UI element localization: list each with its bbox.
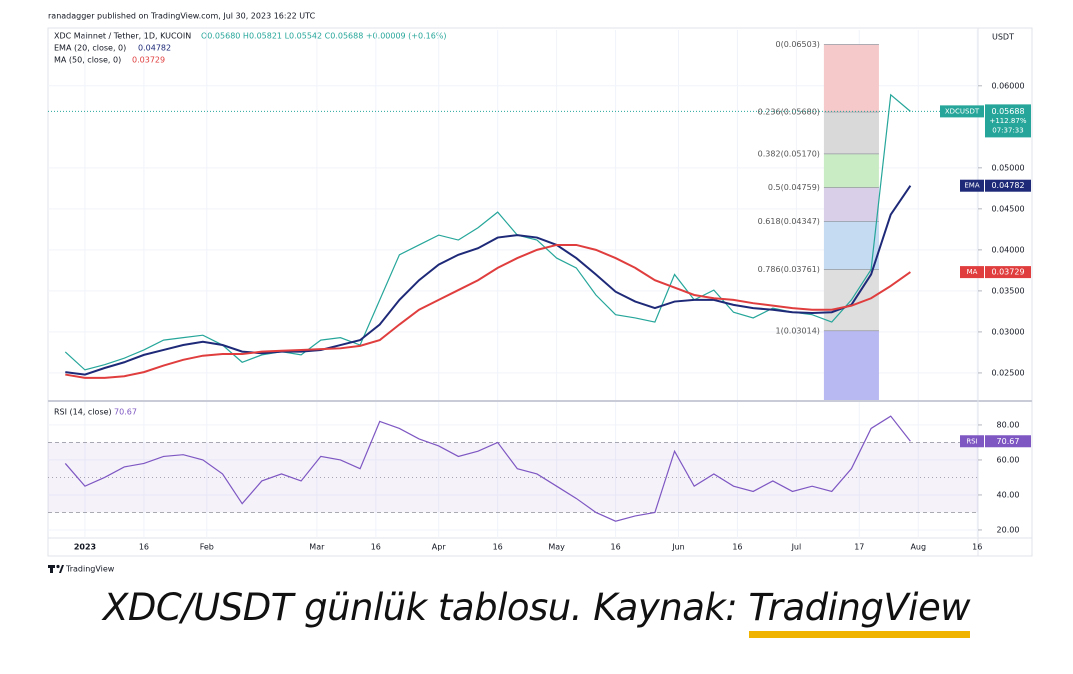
y-tick-label: 0.04500 <box>991 204 1024 213</box>
caption: XDC/USDT günlük tablosu. Kaynak: Trading… <box>0 586 1073 638</box>
tag-countdown: 07:37:33 <box>992 126 1023 134</box>
x-tick-label: Feb <box>200 543 214 552</box>
tag-box <box>985 266 1031 279</box>
fib-band <box>823 112 879 154</box>
series-line <box>65 243 911 379</box>
x-tick-label: 16 <box>610 543 620 552</box>
y-tick-label: 0.03000 <box>991 327 1024 336</box>
x-tick-label: Aug <box>910 543 926 552</box>
x-tick-label: 16 <box>139 543 149 552</box>
fib-band <box>823 153 879 188</box>
legend-value: 0.04782 <box>138 44 171 53</box>
logo-mark <box>56 564 60 569</box>
legend-value: 70.67 <box>114 408 137 417</box>
x-tick-label: 16 <box>732 543 742 552</box>
x-tick-label: 16 <box>972 543 982 552</box>
fib-label: 1(0.03014) <box>775 326 819 335</box>
ohlc: O0.05680 H0.05821 L0.05542 C0.05688 +0.0… <box>201 32 447 41</box>
fib-label: 0(0.06503) <box>775 40 819 49</box>
legend-name: EMA (20, close, 0) <box>54 44 126 53</box>
x-tick-label: 2023 <box>74 543 96 552</box>
x-tick-label: Jul <box>791 543 802 552</box>
y-tick-label: 20.00 <box>997 525 1020 534</box>
caption-text: XDC/USDT günlük tablosu. Kaynak: <box>103 586 749 629</box>
frame <box>47 27 1033 557</box>
logo-text: TradingView <box>65 565 115 574</box>
fib-label: 0.786(0.03761) <box>758 265 820 274</box>
x-tick-label: Jun <box>671 543 685 552</box>
fib-band <box>823 221 879 270</box>
tag-box <box>960 266 984 279</box>
tag-value: 0.04782 <box>991 181 1024 190</box>
tag-box <box>960 435 984 448</box>
x-tick-label: 16 <box>493 543 503 552</box>
rsi-title: RSI (14, close) <box>54 408 112 417</box>
logo-mark <box>59 565 64 573</box>
y-tick-label: 40.00 <box>997 490 1020 499</box>
tag-box <box>940 105 984 118</box>
fib-band <box>823 44 879 113</box>
y-tick-label: 0.04000 <box>991 245 1024 254</box>
logo-mark <box>50 565 53 573</box>
series-line <box>64 415 911 522</box>
y-tick-label: 60.00 <box>997 455 1020 464</box>
symbol-title: XDC Mainnet / Tether, 1D, KUCOIN <box>54 32 191 41</box>
fib-label: 0.618(0.04347) <box>758 217 820 226</box>
x-tick-label: 17 <box>854 543 864 552</box>
y-tick-label: 0.02500 <box>991 368 1024 377</box>
tag-box <box>985 179 1031 192</box>
legend-name: MA (50, close, 0) <box>54 56 121 65</box>
caption-link: TradingView <box>748 586 970 638</box>
legend-value: 0.03729 <box>132 56 165 65</box>
tag-name: XDCUSDT <box>945 107 980 115</box>
y-tick-label: 0.03500 <box>991 286 1024 295</box>
tag-name: RSI <box>966 437 977 445</box>
y-tick-label: 80.00 <box>997 420 1020 429</box>
tag-value: 0.05688 <box>991 107 1024 116</box>
fib-band <box>823 187 879 222</box>
x-tick-label: Apr <box>432 543 447 552</box>
tag-name: EMA <box>964 182 979 190</box>
header: ranadagger published on TradingView.com,… <box>48 12 316 21</box>
series-line <box>65 185 912 376</box>
tag-box <box>985 435 1031 448</box>
y-tick-label: 0.05000 <box>991 163 1024 172</box>
x-tick-label: Mar <box>309 543 325 552</box>
tag-name: MA <box>967 268 978 276</box>
tag-value: 70.67 <box>997 437 1020 446</box>
y-tick-label: 0.06000 <box>991 81 1024 90</box>
unit: USDT <box>992 33 1014 42</box>
logo: TradingView <box>48 565 115 574</box>
tag-change: +112.87% <box>989 117 1026 125</box>
fib-label: 0.382(0.05170) <box>758 149 820 158</box>
fib-label: 0.236(0.05680) <box>758 108 820 117</box>
fib-target <box>823 330 879 400</box>
tag-value: 0.03729 <box>991 268 1024 277</box>
tag-box <box>985 104 1031 138</box>
x-tick-label: May <box>548 543 565 552</box>
tag-box <box>960 179 984 192</box>
x-tick-label: 16 <box>371 543 381 552</box>
fib-label: 0.5(0.04759) <box>768 183 820 192</box>
chart: ranadagger published on TradingView.com,… <box>47 12 1033 574</box>
